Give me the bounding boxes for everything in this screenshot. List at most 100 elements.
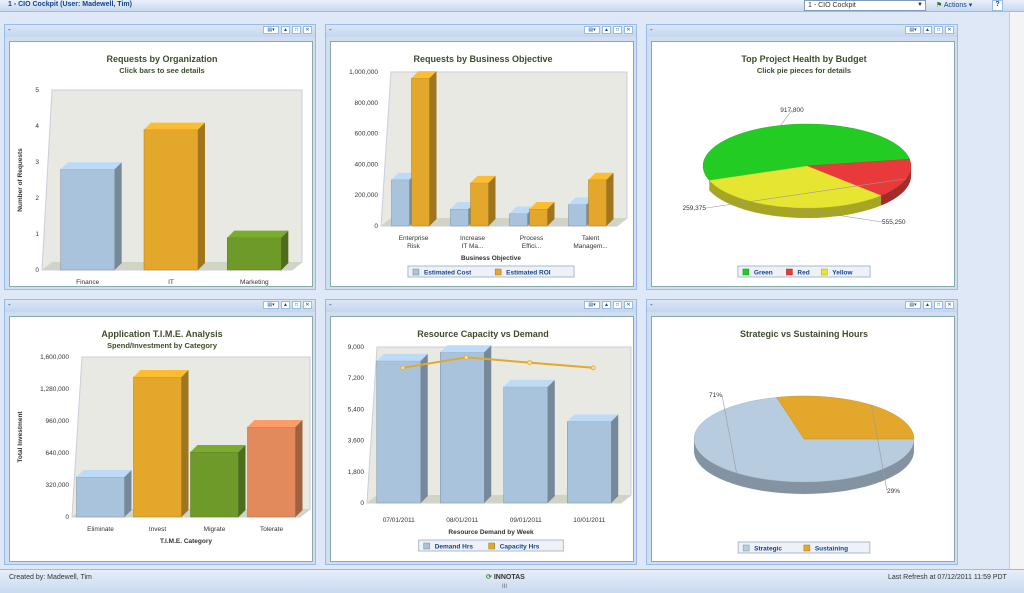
legend-item[interactable]: Capacity Hrs	[500, 544, 540, 551]
bar[interactable]	[143, 129, 199, 271]
bar[interactable]	[76, 476, 125, 518]
demand-bar[interactable]	[440, 351, 485, 504]
x-tick-label: 09/01/2011	[510, 517, 542, 524]
actions-menu-button[interactable]: ⚑ Actions ▾	[936, 1, 972, 9]
y-tick-label: 1,280,000	[40, 386, 69, 393]
capacity-point[interactable]	[527, 360, 533, 365]
cost-bar-top	[509, 206, 535, 214]
project-health-pie-chart[interactable]: Top Project Health by Budget Click pie pi…	[652, 42, 956, 288]
cost-bar[interactable]	[391, 179, 410, 227]
bar[interactable]	[133, 376, 182, 518]
bar[interactable]	[60, 168, 115, 271]
cost-bar[interactable]	[509, 213, 528, 227]
y-tick-label: 5	[35, 87, 39, 94]
collapse-icon[interactable]: -	[8, 300, 11, 309]
legend-swatch	[742, 544, 750, 552]
strategic-sustaining-pie-chart[interactable]: Strategic vs Sustaining Hours 71% 29% Strat…	[652, 317, 956, 563]
legend-item[interactable]: Red	[797, 270, 809, 277]
close-icon[interactable]: ✕	[945, 26, 954, 34]
bar[interactable]	[247, 426, 296, 518]
collapse-icon[interactable]: -	[329, 25, 332, 34]
capacity-demand-chart[interactable]: Resource Capacity vs Demand 0 1,800 3,600 5,…	[331, 317, 635, 563]
dashboard-select[interactable]: 1 - CIO Cockpit ▼	[804, 0, 926, 11]
close-icon[interactable]: ✕	[945, 301, 954, 309]
maximize-icon[interactable]: □	[613, 26, 622, 34]
scrollbar[interactable]	[1009, 12, 1024, 569]
maximize-icon[interactable]: □	[292, 301, 301, 309]
collapse-icon[interactable]: -	[329, 300, 332, 309]
capacity-point[interactable]	[400, 365, 406, 371]
close-icon[interactable]: ✕	[624, 26, 633, 34]
capacity-point[interactable]	[590, 365, 596, 371]
panel-capacity-demand: - ▤▾ ▲ □ ✕ Resource Capacity vs Demand 0 1,800…	[325, 299, 637, 565]
close-icon[interactable]: ✕	[303, 26, 312, 34]
demand-bar-side	[420, 353, 428, 503]
close-icon[interactable]: ✕	[303, 301, 312, 309]
maximize-icon[interactable]: □	[613, 301, 622, 309]
move-up-icon[interactable]: ▲	[602, 26, 611, 34]
time-analysis-chart[interactable]: Application T.I.M.E. Analysis Spend/Inves…	[10, 317, 314, 563]
legend-item[interactable]: Strategic	[754, 546, 782, 553]
panel-menu-icon[interactable]: ▤▾	[905, 301, 921, 309]
bar[interactable]	[227, 237, 282, 271]
y-tick-label: 0	[35, 267, 39, 274]
panel-menu-icon[interactable]: ▤▾	[263, 26, 279, 34]
roi-bar[interactable]	[411, 77, 430, 227]
legend-item[interactable]: Green	[754, 270, 773, 277]
move-up-icon[interactable]: ▲	[281, 301, 290, 309]
close-icon[interactable]: ✕	[624, 301, 633, 309]
collapse-icon[interactable]: -	[650, 25, 653, 34]
status-bar: Created by: Madewell, Tim ⟳ INNOTAS III …	[0, 569, 1024, 593]
collapse-icon[interactable]: -	[8, 25, 11, 34]
app-header: 1 - CIO Cockpit (User: Madewell, Tim) 1 …	[0, 0, 1024, 12]
panel-menu-icon[interactable]: ▤▾	[584, 26, 600, 34]
y-tick-label: 0	[374, 223, 378, 230]
logo-text: INNOTAS	[493, 574, 525, 581]
capacity-point[interactable]	[463, 355, 469, 360]
x-axis-label: T.I.M.E. Category	[160, 538, 212, 545]
legend-item[interactable]: Demand Hrs	[435, 544, 474, 551]
move-up-icon[interactable]: ▲	[602, 301, 611, 309]
move-up-icon[interactable]: ▲	[281, 26, 290, 34]
bar-top	[144, 122, 205, 130]
maximize-icon[interactable]: □	[934, 301, 943, 309]
plot-floor	[381, 218, 627, 226]
legend-item[interactable]: Estimated ROI	[506, 270, 551, 277]
collapse-icon[interactable]: -	[650, 300, 653, 309]
pie-slice[interactable]	[702, 123, 910, 181]
panel-time-analysis: - ▤▾ ▲ □ ✕ Application T.I.M.E. Analysis Spen…	[4, 299, 316, 565]
legend-item[interactable]: Sustaining	[815, 546, 848, 553]
bar-side	[181, 370, 189, 517]
move-up-icon[interactable]: ▲	[923, 26, 932, 34]
panel-menu-icon[interactable]: ▤▾	[584, 301, 600, 309]
pie-slice[interactable]	[806, 159, 912, 196]
demand-bar-side	[611, 414, 619, 503]
maximize-icon[interactable]: □	[934, 26, 943, 34]
legend-item[interactable]: Yellow	[832, 270, 853, 277]
roi-bar[interactable]	[470, 182, 489, 227]
cost-bar[interactable]	[568, 204, 587, 227]
x-tick-label: Invest	[149, 526, 167, 533]
roi-bar[interactable]	[588, 179, 607, 227]
demand-bar[interactable]	[567, 421, 612, 504]
panel-menu-icon[interactable]: ▤▾	[263, 301, 279, 309]
move-up-icon[interactable]: ▲	[923, 301, 932, 309]
help-button[interactable]: ?	[992, 0, 1003, 11]
panel-menu-icon[interactable]: ▤▾	[905, 26, 921, 34]
maximize-icon[interactable]: □	[292, 26, 301, 34]
demand-bar[interactable]	[376, 360, 421, 504]
x-tick-label: Enterprise Risk	[399, 235, 429, 250]
resize-grip[interactable]: III	[502, 584, 508, 590]
requests-by-objective-chart[interactable]: Requests by Business Objective 0 200,000 40…	[331, 42, 635, 288]
roi-bar[interactable]	[529, 208, 548, 227]
demand-bar[interactable]	[503, 386, 548, 504]
cost-bar[interactable]	[450, 208, 469, 227]
legend-item[interactable]: Estimated Cost	[424, 270, 472, 277]
panel-header: - ▤▾ ▲ □ ✕	[647, 25, 957, 37]
chart-subtitle: Click pie pieces for details	[757, 66, 851, 75]
bar[interactable]	[190, 451, 239, 518]
chevron-down-icon: ▾	[968, 2, 973, 9]
legend-swatch	[412, 268, 420, 276]
panel-header: - ▤▾ ▲ □ ✕	[326, 300, 636, 312]
requests-by-org-chart[interactable]: Requests by Organization Click bars to se…	[10, 42, 314, 288]
